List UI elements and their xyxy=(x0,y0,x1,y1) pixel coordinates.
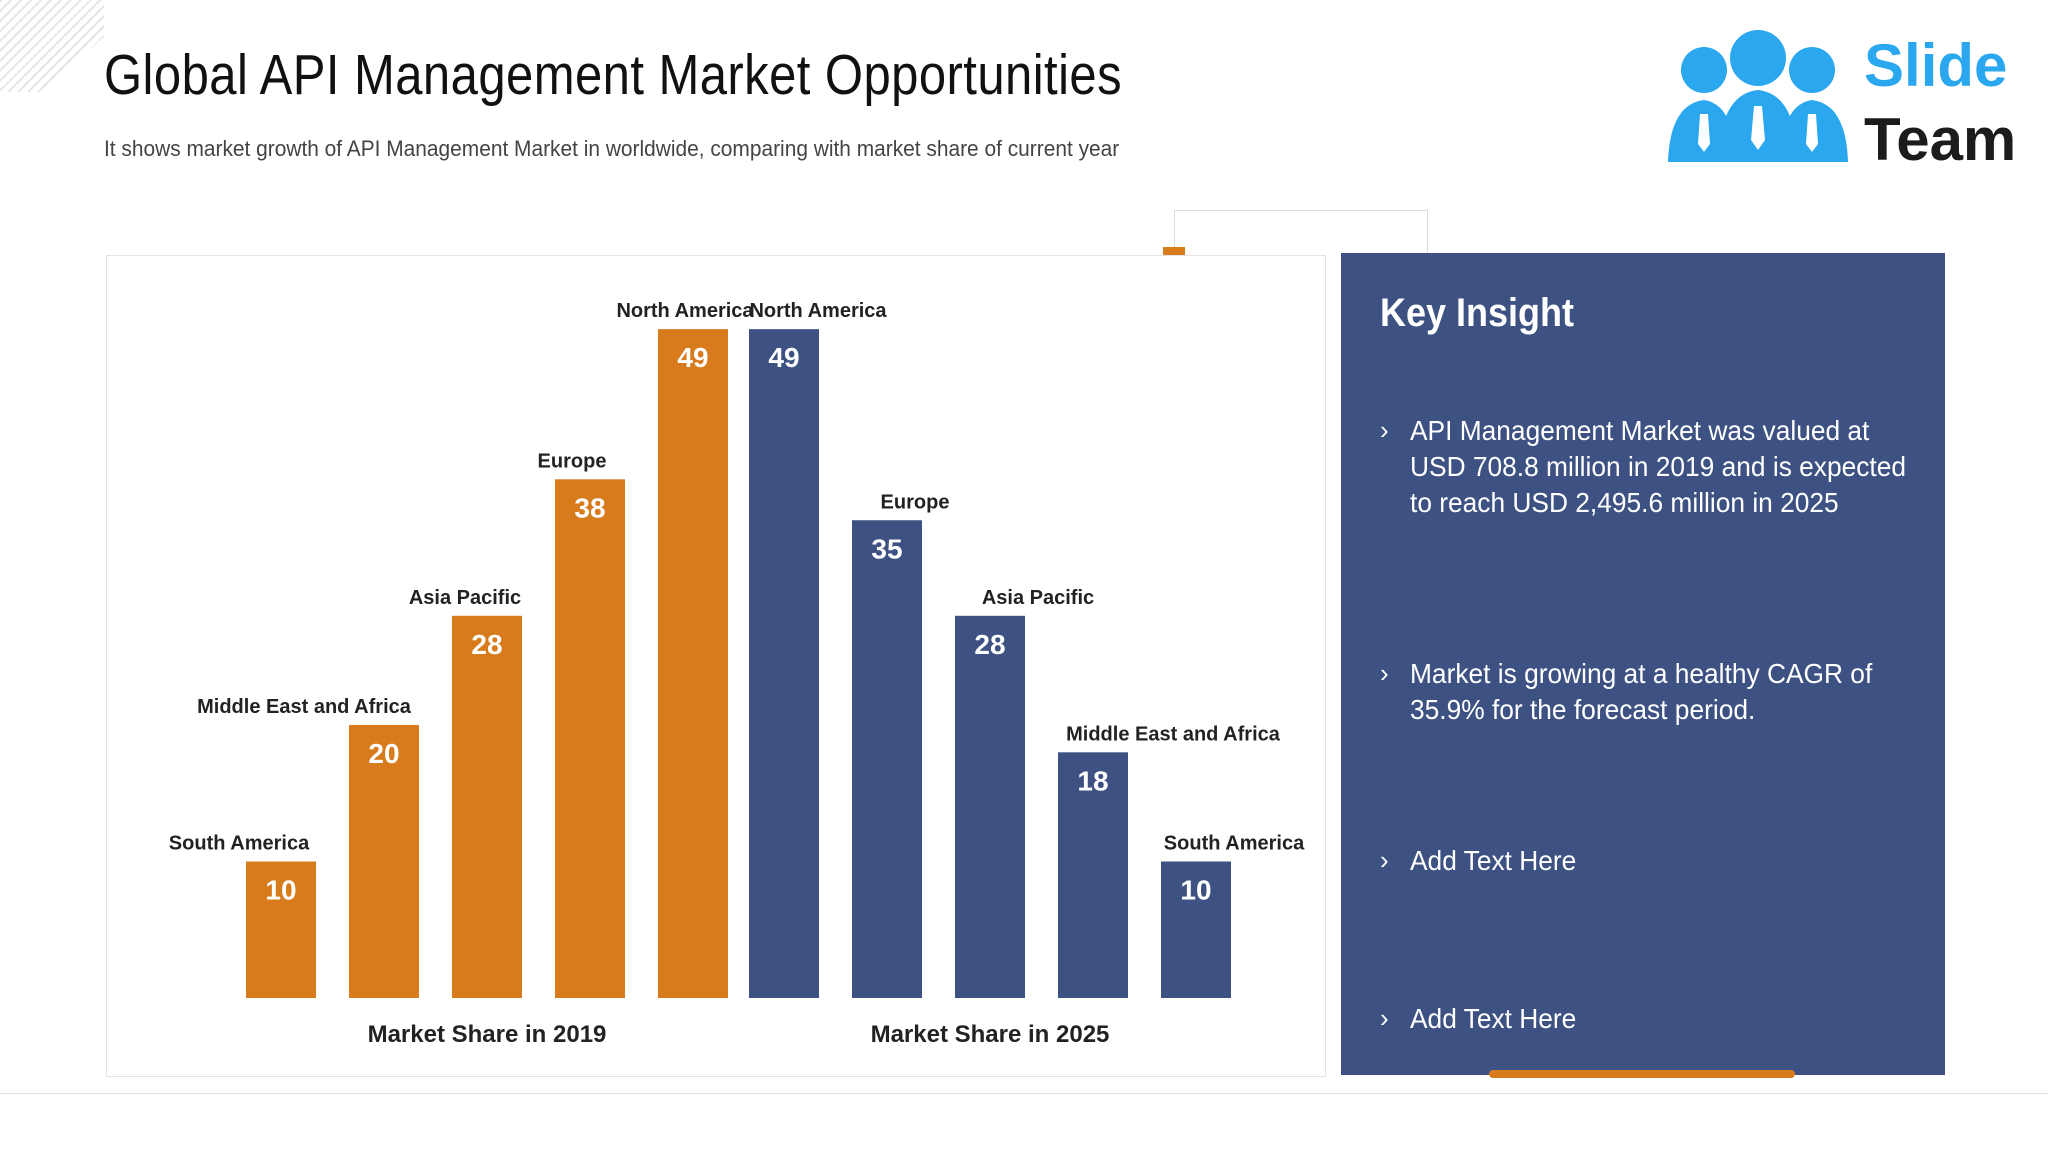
chart-panel: 10 South America 20 Middle East and Africa 2… xyxy=(106,255,1326,1077)
chevron-right-icon: › xyxy=(1380,845,1389,875)
bar-2025 xyxy=(1058,752,1128,998)
category-label: Asia Pacific xyxy=(409,587,521,609)
data-label: 28 xyxy=(471,629,502,660)
data-label: 10 xyxy=(265,875,296,906)
footer-divider xyxy=(0,1093,2048,1094)
slideteam-logo: Slide Team xyxy=(1664,26,2024,170)
bar-2019 xyxy=(452,615,522,998)
insight-accent-bar xyxy=(1489,1070,1795,1078)
category-label: Asia Pacific xyxy=(982,587,1094,609)
corner-decoration xyxy=(0,0,104,92)
data-label: 28 xyxy=(974,629,1005,660)
data-label: 49 xyxy=(677,342,708,373)
bar-2025 xyxy=(1161,861,1231,998)
chevron-right-icon: › xyxy=(1380,1003,1389,1033)
category-label: North America xyxy=(749,300,887,322)
team-people-icon xyxy=(1668,30,1848,162)
page-subtitle: It shows market growth of API Management… xyxy=(104,136,1120,161)
insight-text: API Management Market was valued at USD … xyxy=(1410,415,1906,518)
data-label: 20 xyxy=(368,738,399,769)
data-label: 49 xyxy=(768,342,799,373)
bar-2019 xyxy=(658,329,728,998)
insight-title: Key Insight xyxy=(1380,291,1575,335)
market-share-bar-chart: 10 South America 20 Middle East and Africa 2… xyxy=(169,300,1305,1048)
bar-2025 xyxy=(955,615,1025,998)
chevron-right-icon: › xyxy=(1380,658,1389,688)
category-label: South America xyxy=(169,833,310,855)
bar-2019 xyxy=(246,861,316,998)
data-label: 35 xyxy=(871,533,902,564)
category-label: Europe xyxy=(538,450,607,472)
key-insight-panel: Key Insight › API Management Market was … xyxy=(1341,253,1945,1075)
category-label: Middle East and Africa xyxy=(197,696,412,718)
logo-word-slide: Slide xyxy=(1864,32,2008,99)
category-label: North America xyxy=(616,300,754,322)
logo-word-team: Team xyxy=(1864,106,2017,173)
page-title: Global API Management Market Opportuniti… xyxy=(104,43,1123,107)
data-label: 18 xyxy=(1077,765,1108,796)
group-axis-label: Market Share in 2019 xyxy=(368,1021,607,1048)
bar-2025 xyxy=(852,520,922,998)
category-label: Europe xyxy=(881,491,950,513)
chevron-right-icon: › xyxy=(1380,415,1389,445)
insight-text: Add Text Here xyxy=(1410,845,1577,876)
data-label: 10 xyxy=(1180,875,1211,906)
bar-2019 xyxy=(555,479,625,998)
insight-text: Market is growing at a healthy CAGR of 3… xyxy=(1410,658,1873,725)
category-label: South America xyxy=(1164,833,1305,855)
connector-decoration xyxy=(1174,210,1428,255)
bar-2025 xyxy=(749,329,819,998)
data-label: 38 xyxy=(574,492,605,523)
insight-text: Add Text Here xyxy=(1410,1003,1577,1034)
group-axis-label: Market Share in 2025 xyxy=(871,1021,1110,1048)
category-label: Middle East and Africa xyxy=(1066,723,1281,745)
bar-2019 xyxy=(349,725,419,998)
